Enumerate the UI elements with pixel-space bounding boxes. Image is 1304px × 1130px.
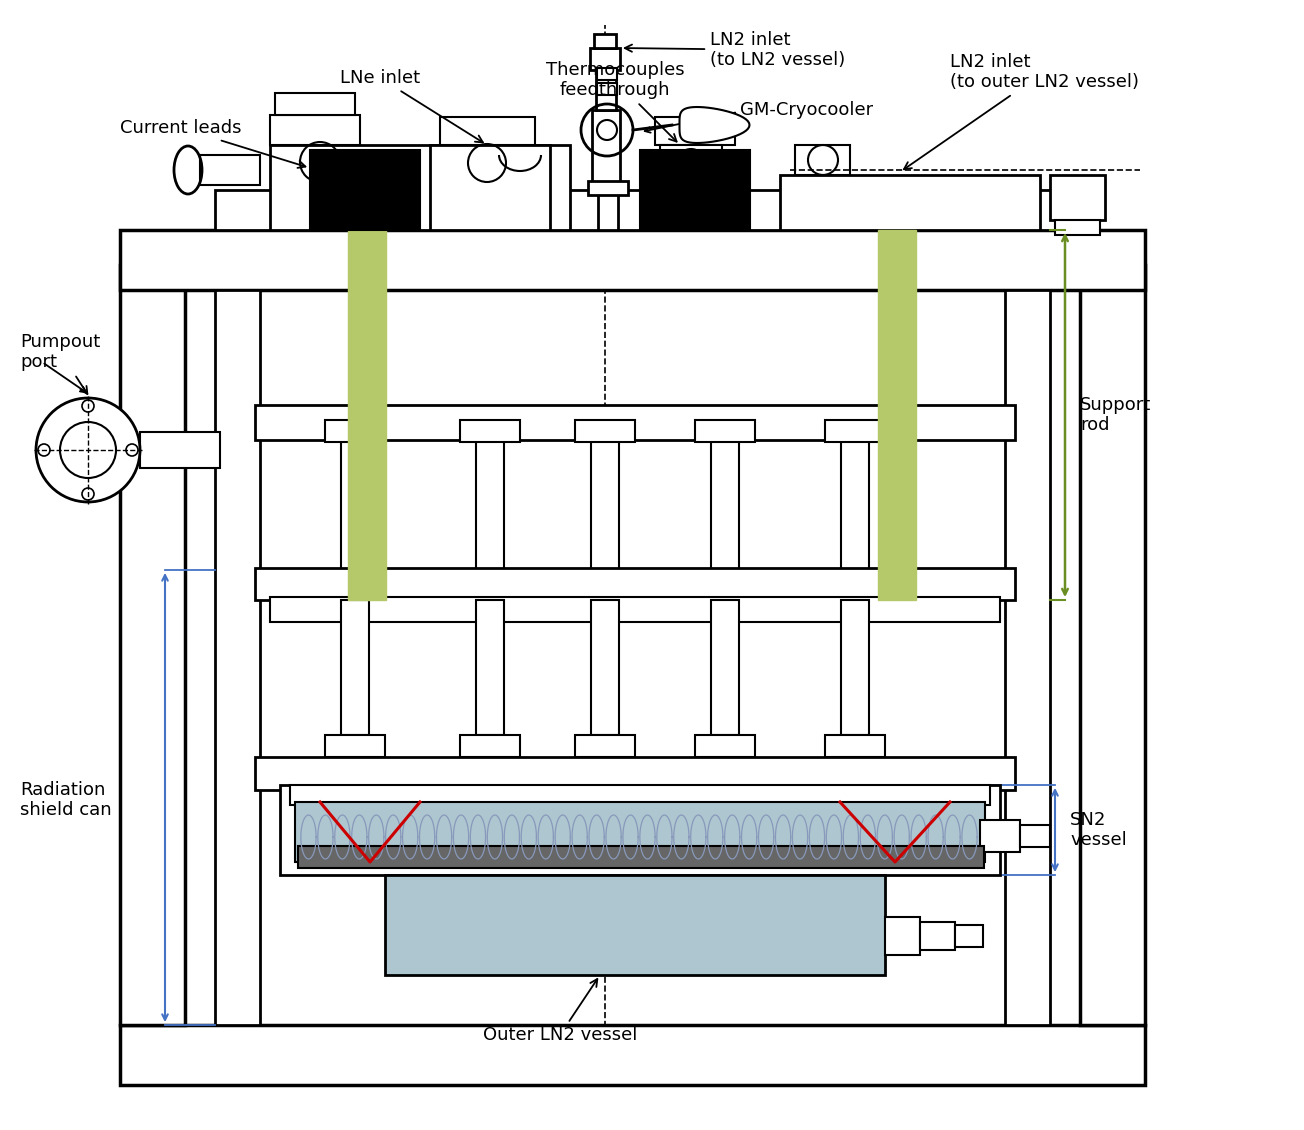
Bar [215, 190, 1055, 231]
Bar [955, 925, 983, 947]
Polygon shape [679, 107, 750, 144]
Bar [476, 600, 505, 735]
Bar [660, 145, 722, 180]
Bar [256, 405, 1015, 440]
Circle shape [37, 398, 140, 502]
Circle shape [82, 488, 94, 499]
Bar [825, 734, 885, 757]
Bar [460, 734, 520, 757]
Bar [295, 802, 985, 862]
Bar [348, 231, 386, 600]
Bar [1020, 825, 1050, 848]
Bar [591, 600, 619, 735]
Bar [215, 290, 259, 1025]
Bar [597, 68, 617, 80]
Bar [325, 420, 385, 442]
Bar [596, 70, 615, 110]
Bar [1005, 290, 1050, 1025]
Bar [655, 118, 735, 145]
Bar [589, 47, 619, 70]
Bar [841, 600, 868, 735]
Bar [695, 420, 755, 442]
Bar [256, 568, 1015, 600]
Bar [597, 82, 617, 95]
Bar [825, 420, 885, 442]
Text: Outer LN2 vessel: Outer LN2 vessel [482, 979, 638, 1044]
Bar [256, 757, 1015, 790]
Bar [385, 875, 885, 975]
Bar [342, 600, 369, 735]
Bar [591, 440, 619, 600]
Bar [599, 185, 618, 231]
Bar [695, 734, 755, 757]
Bar [575, 734, 635, 757]
Bar [841, 440, 868, 600]
Bar [280, 785, 1000, 875]
Circle shape [82, 400, 94, 412]
Bar [588, 181, 629, 195]
Bar [1080, 266, 1145, 1025]
Bar [200, 155, 259, 185]
Bar [640, 150, 750, 231]
Bar [120, 1025, 1145, 1085]
Text: Pumpout
port: Pumpout port [20, 332, 100, 394]
Bar [878, 231, 915, 600]
Bar [921, 922, 955, 950]
Bar [430, 145, 550, 231]
Text: Radiation
shield can: Radiation shield can [20, 781, 112, 819]
Bar [1050, 175, 1104, 220]
Text: Support
rod: Support rod [1080, 396, 1151, 434]
Bar [460, 420, 520, 442]
Bar [120, 266, 185, 1025]
Text: Thermocouples
feedthrough: Thermocouples feedthrough [545, 61, 685, 141]
Text: LNe inlet: LNe inlet [340, 69, 482, 142]
Bar [711, 600, 739, 735]
Bar [780, 175, 1041, 231]
Text: Current leads: Current leads [120, 119, 305, 168]
Bar [120, 231, 1145, 290]
Bar [795, 145, 850, 175]
Bar [325, 734, 385, 757]
Text: LN2 inlet
(to LN2 vessel): LN2 inlet (to LN2 vessel) [625, 31, 845, 69]
Text: SN2
vessel: SN2 vessel [1071, 810, 1127, 850]
Bar [595, 34, 615, 47]
Text: GM-Cryocooler: GM-Cryocooler [739, 101, 874, 119]
Bar [299, 846, 985, 868]
Bar [711, 440, 739, 600]
Bar [270, 115, 360, 145]
Bar [140, 432, 220, 468]
Text: LN2 inlet
(to outer LN2 vessel): LN2 inlet (to outer LN2 vessel) [904, 53, 1138, 170]
Bar [289, 785, 990, 805]
Bar [575, 420, 635, 442]
Bar [270, 597, 1000, 622]
Bar [439, 118, 535, 145]
Bar [981, 820, 1020, 852]
Bar [310, 150, 420, 231]
Bar [342, 440, 369, 600]
Circle shape [38, 444, 50, 457]
Bar [1055, 220, 1101, 235]
Circle shape [126, 444, 138, 457]
Bar [270, 145, 570, 231]
Bar [592, 110, 619, 190]
Bar [885, 918, 921, 955]
Bar [476, 440, 505, 600]
Bar [275, 93, 355, 115]
